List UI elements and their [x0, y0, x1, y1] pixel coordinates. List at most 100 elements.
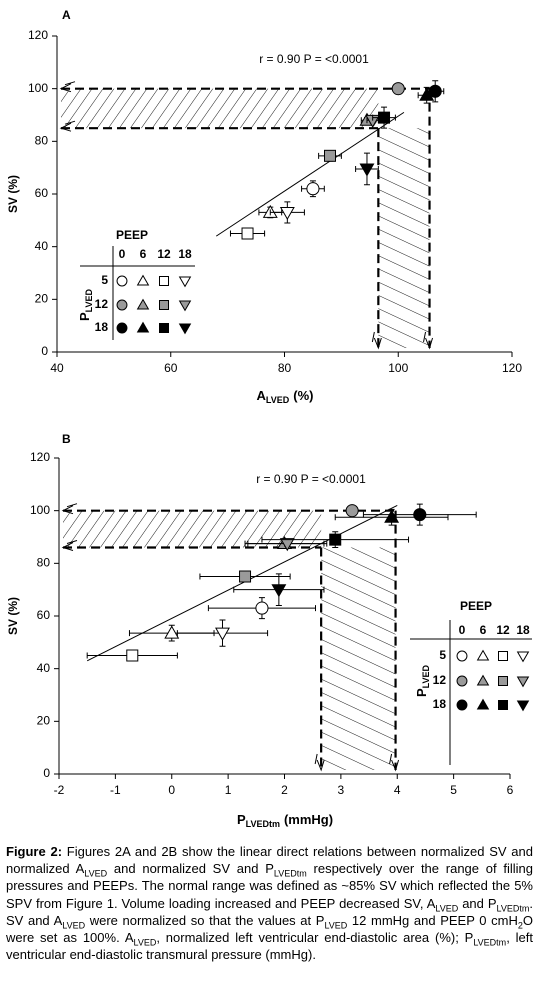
x-tick-label: -1	[110, 783, 121, 797]
legend-marker	[516, 676, 530, 688]
legend-marker	[159, 323, 169, 333]
caption-text: , left ventricular end-diastolic transmu…	[6, 930, 533, 963]
y-axis-label: SV (%)	[6, 175, 20, 213]
legend-marker	[178, 300, 192, 312]
legend-marker	[456, 650, 468, 662]
legend-column: 12	[496, 623, 510, 637]
data-point	[271, 584, 287, 598]
arrow-mark	[314, 753, 325, 772]
hatch-horizontal	[61, 88, 379, 129]
x-label-main: P	[237, 812, 246, 827]
y-tick-label: 0	[43, 766, 50, 780]
x-tick-label: 100	[388, 361, 408, 375]
legend-marker	[116, 299, 128, 311]
legend-row-label: 5	[439, 648, 446, 662]
data-point	[329, 533, 342, 546]
y-tick-label: 100	[30, 503, 50, 517]
data-point	[239, 570, 252, 583]
legend-marker	[516, 651, 530, 663]
legend-marker	[456, 699, 468, 711]
annotation: r = 0.90 P = <0.0001	[259, 52, 369, 66]
y-tick-label: 0	[41, 344, 48, 358]
legend-marker	[159, 276, 169, 286]
arrow-mark	[61, 540, 78, 552]
panel-label: B	[62, 432, 71, 446]
legend-marker	[116, 275, 128, 287]
legend-row-label: 18	[433, 697, 447, 711]
data-point	[413, 508, 427, 522]
data-point	[419, 87, 435, 101]
caption-text: were normalized so that the values at P	[85, 912, 325, 928]
legend-marker	[498, 651, 508, 661]
legend-marker	[178, 276, 192, 288]
data-point	[391, 82, 405, 96]
caption-subscript: LVED	[435, 903, 459, 914]
legend-row-label: 18	[95, 320, 109, 334]
hatch-horizontal	[63, 510, 322, 548]
y-tick-label: 60	[35, 186, 49, 200]
caption-subscript: LVEDtm	[496, 903, 530, 914]
x-tick-label: 3	[338, 783, 345, 797]
legend-row-title-sub: LVED	[421, 665, 431, 689]
legend-marker	[136, 321, 150, 333]
data-point	[345, 504, 359, 518]
legend-row-title-main: P	[414, 688, 429, 697]
arrow-mark	[371, 331, 382, 350]
data-point	[324, 149, 336, 162]
y-tick-label: 20	[37, 714, 51, 728]
data-point	[164, 625, 180, 639]
caption-subscript: LVED	[324, 920, 348, 931]
x-tick-label: 4	[394, 783, 401, 797]
arrow-mark	[59, 81, 76, 93]
hatch-vertical	[321, 547, 396, 770]
x-tick-label: 5	[450, 783, 457, 797]
x-label-sub: LVED	[266, 395, 290, 405]
x-tick-label: 6	[507, 783, 514, 797]
legend-row-title: PLVED	[77, 289, 94, 322]
x-axis-label: ALVED (%)	[257, 388, 314, 405]
legend-title: PEEP	[460, 599, 492, 613]
caption-text: respectively over the range of filling p…	[6, 861, 533, 911]
caption-text: Figures 2A and 2B show the linear direct…	[6, 844, 533, 877]
arrow-mark	[59, 120, 76, 132]
y-tick-label: 60	[37, 608, 51, 622]
y-tick-label: 40	[35, 239, 49, 253]
legend-title: PEEP	[116, 228, 148, 242]
x-label-unit: (mmHg)	[284, 812, 333, 827]
arrow-mark	[61, 503, 78, 515]
arrow-mark	[389, 753, 400, 772]
legend-marker	[498, 676, 508, 686]
caption-subscript: LVED	[62, 920, 86, 931]
data-point	[378, 111, 391, 124]
y-tick-label: 80	[37, 556, 51, 570]
legend-marker	[516, 700, 530, 712]
y-tick-label: 120	[28, 28, 48, 42]
data-point	[384, 509, 400, 523]
data-point	[279, 206, 295, 221]
y-tick-label: 20	[35, 292, 49, 306]
x-tick-label: -2	[54, 783, 65, 797]
legend-marker	[116, 322, 128, 334]
caption-subscript: LVEDtm	[273, 868, 307, 879]
legend-marker	[178, 323, 192, 335]
legend-row-label: 12	[433, 673, 447, 687]
legend-row-title-sub: LVED	[84, 289, 94, 313]
caption-subscript: LVEDtm	[473, 937, 507, 948]
data-point	[126, 649, 139, 662]
legend-marker	[136, 274, 150, 286]
caption-text: and P	[458, 895, 497, 911]
fit-line	[215, 111, 405, 237]
annotation: r = 0.90 P = <0.0001	[256, 472, 366, 486]
caption-subscript: LVED	[133, 937, 157, 948]
legend-column: 6	[140, 247, 147, 261]
y-tick-label: 40	[37, 661, 51, 675]
data-point	[279, 538, 295, 552]
legend-marker	[476, 698, 490, 710]
caption-label: Figure 2:	[6, 844, 63, 859]
x-tick-label: 2	[281, 783, 288, 797]
legend-row-title: PLVED	[414, 665, 431, 698]
data-point	[359, 163, 375, 177]
legend-marker	[498, 700, 508, 710]
